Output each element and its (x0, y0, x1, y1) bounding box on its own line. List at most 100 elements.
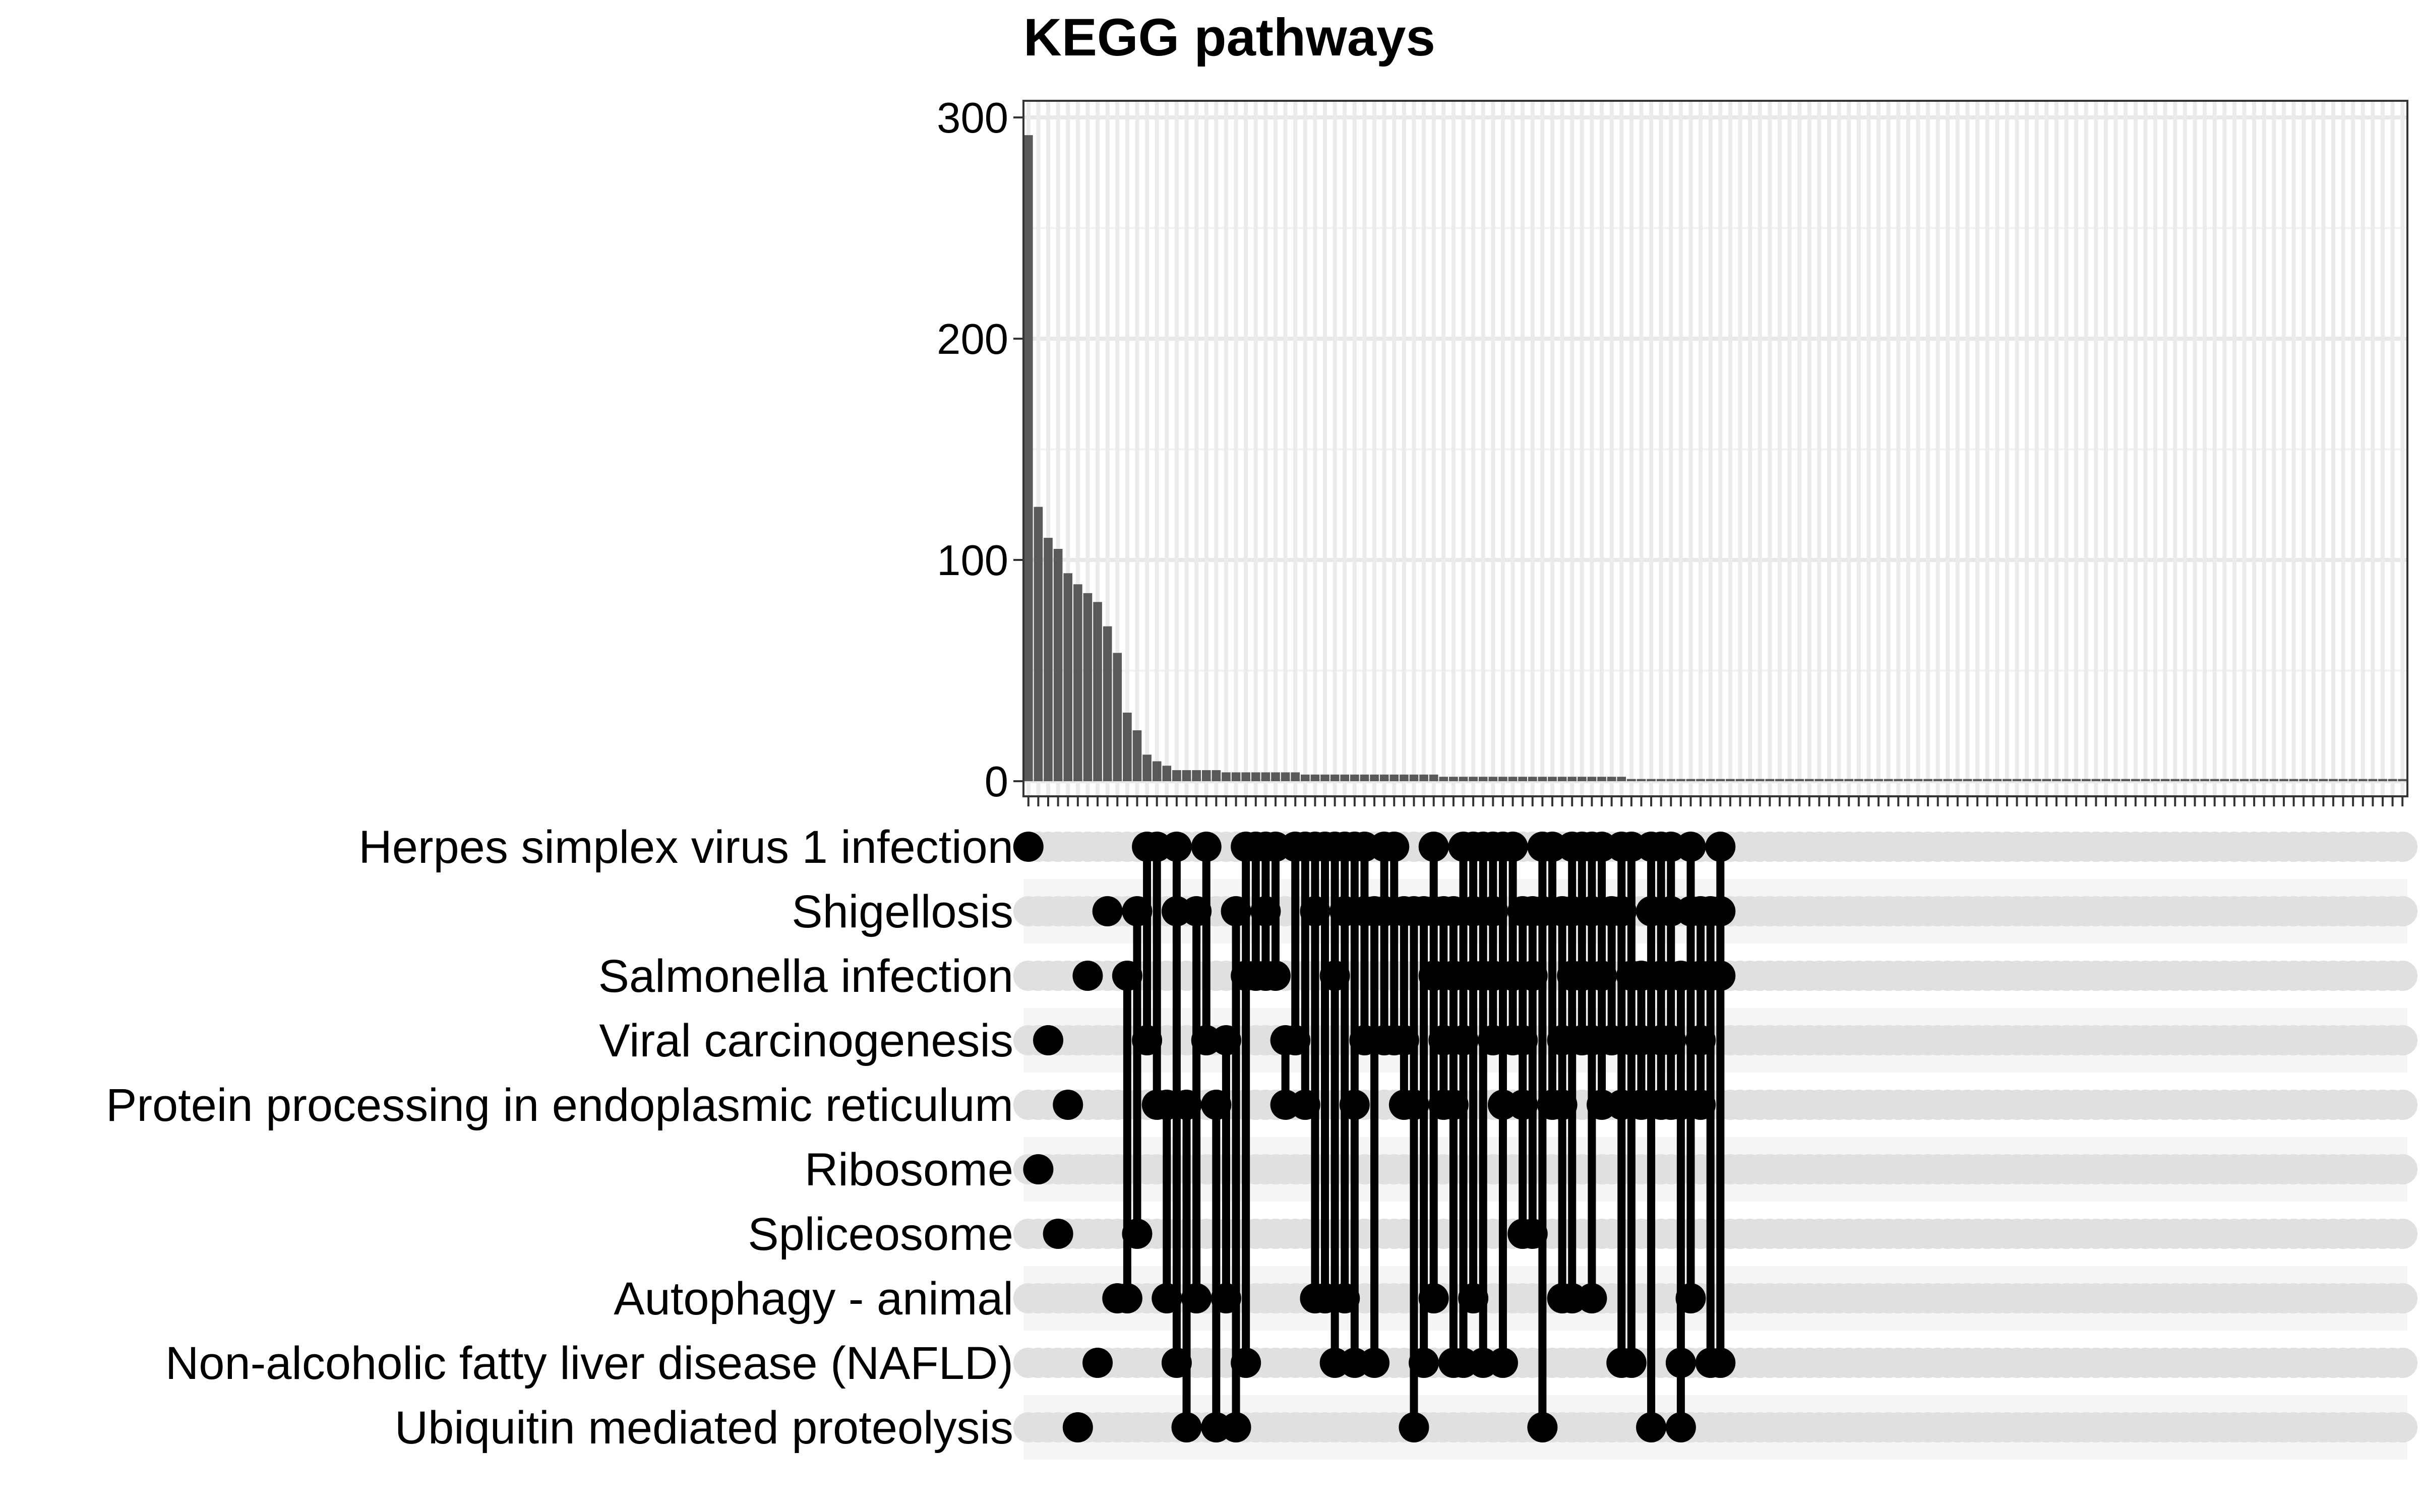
intersection-bar (2299, 779, 2308, 781)
intersection-bar (2012, 779, 2022, 781)
intersection-bar (2003, 779, 2012, 781)
set-label: Viral carcinogenesis (599, 1015, 1013, 1066)
intersection-bar (1656, 779, 1666, 781)
matrix-dot-filled (1577, 1283, 1607, 1313)
matrix-dot-filled (1587, 961, 1617, 991)
intersection-bar (1637, 779, 1646, 781)
set-label: Protein processing in endoplasmic reticu… (106, 1080, 1013, 1131)
intersection-bar (1132, 730, 1142, 781)
matrix-dot-filled (1181, 896, 1212, 926)
intersection-bar (1913, 779, 1923, 781)
intersection-bar (2210, 779, 2219, 781)
matrix-dot-filled (1418, 1283, 1449, 1313)
intersection-bar (1201, 770, 1211, 781)
matrix-dot-filled (1231, 1348, 1261, 1378)
x-axis-ticks (1027, 796, 2404, 806)
intersection-bar (2269, 779, 2279, 781)
intersection-bar (1409, 774, 1419, 781)
intersection-bar (1814, 779, 1824, 781)
intersection-bar (1627, 779, 1636, 781)
intersection-bar (2181, 779, 2190, 781)
intersection-bar (2042, 779, 2051, 781)
intersection-bar (1992, 779, 2002, 781)
intersection-bar (2121, 779, 2131, 781)
intersection-bar (2309, 779, 2318, 781)
set-label: Ribosome (805, 1144, 1013, 1195)
intersection-bars (1023, 135, 2407, 781)
intersection-bar (1973, 779, 1982, 781)
intersection-bar (1063, 573, 1073, 781)
y-axis-ticks: 0 100 200 300 (937, 94, 1023, 806)
intersection-bar (1093, 602, 1102, 781)
matrix-dot-empty (2387, 961, 2418, 991)
matrix-dot-filled (1171, 1412, 1202, 1442)
matrix-dot-filled (1260, 961, 1291, 991)
intersection-bar (1271, 772, 1280, 781)
intersection-bar (1123, 712, 1132, 781)
intersection-bar (2052, 779, 2061, 781)
intersection-bar (2062, 779, 2071, 781)
intersection-bar (1320, 774, 1329, 781)
intersection-bar (1735, 779, 1745, 781)
intersection-bar (1854, 779, 1863, 781)
intersection-bar (1755, 779, 1765, 781)
matrix-dot-filled (1705, 961, 1736, 991)
intersection-bar (1577, 777, 1587, 781)
intersection-bar (1023, 135, 1033, 781)
matrix-dot-filled (1290, 1090, 1320, 1120)
matrix-dot-filled (1043, 1219, 1073, 1249)
intersection-bar (2319, 779, 2328, 781)
intersection-bar (1597, 777, 1606, 781)
intersection-bar (1953, 779, 1962, 781)
intersection-bar (1745, 779, 1754, 781)
matrix-dot-filled (1201, 1090, 1232, 1120)
intersection-bar (1449, 777, 1458, 781)
intersection-bar (1478, 777, 1488, 781)
intersection-bar (2250, 779, 2259, 781)
intersection-bar (2200, 779, 2209, 781)
matrix-dot-filled (1665, 1412, 1696, 1442)
intersection-bar (1686, 779, 1696, 781)
intersection-bar (1518, 777, 1527, 781)
matrix-dot-filled (1250, 896, 1281, 926)
y-tick-label: 0 (985, 758, 1008, 806)
matrix-dot-filled (1478, 896, 1508, 926)
intersection-bar (1459, 777, 1468, 781)
matrix-dot-filled (1458, 1283, 1489, 1313)
intersection-bar (2111, 779, 2121, 781)
intersection-bar (1587, 777, 1597, 781)
intersection-bar (1726, 779, 1735, 781)
intersection-bar (1488, 777, 1498, 781)
intersection-bar (2101, 779, 2110, 781)
intersection-bar (2378, 779, 2387, 781)
intersection-bar (2388, 779, 2397, 781)
intersection-bar (1370, 774, 1379, 781)
matrix-dot-filled (1082, 1348, 1113, 1378)
intersection-bar (1538, 777, 1547, 781)
matrix-dot-filled (1161, 1348, 1192, 1378)
intersection-bar (2091, 779, 2101, 781)
intersection-bar (1251, 772, 1260, 781)
intersection-bar (1785, 779, 1794, 781)
matrix-dot-filled (1685, 1025, 1716, 1055)
intersection-bar (1834, 779, 1844, 781)
intersection-bar (1923, 779, 1932, 781)
intersection-bar (2032, 779, 2041, 781)
matrix-dot-filled (1705, 1348, 1736, 1378)
matrix-dot-empty (2387, 1154, 2418, 1184)
set-label: Salmonella infection (598, 951, 1013, 1002)
matrix-dot-filled (1152, 1283, 1182, 1313)
intersection-bar (1548, 777, 1557, 781)
intersection-bar (1330, 774, 1340, 781)
intersection-bar (2151, 779, 2160, 781)
matrix-dot-filled (1181, 1283, 1212, 1313)
matrix-dot-filled (1300, 896, 1330, 926)
matrix-dot-filled (1497, 832, 1528, 862)
matrix-dot-filled (1399, 1412, 1429, 1442)
intersection-bar (1400, 774, 1409, 781)
intersection-bar (1281, 772, 1290, 781)
matrix-dot-filled (1062, 1412, 1093, 1442)
matrix-dot-filled (1517, 1219, 1548, 1249)
matrix-dot-filled (1487, 1348, 1518, 1378)
matrix-dot-filled (1280, 1025, 1311, 1055)
